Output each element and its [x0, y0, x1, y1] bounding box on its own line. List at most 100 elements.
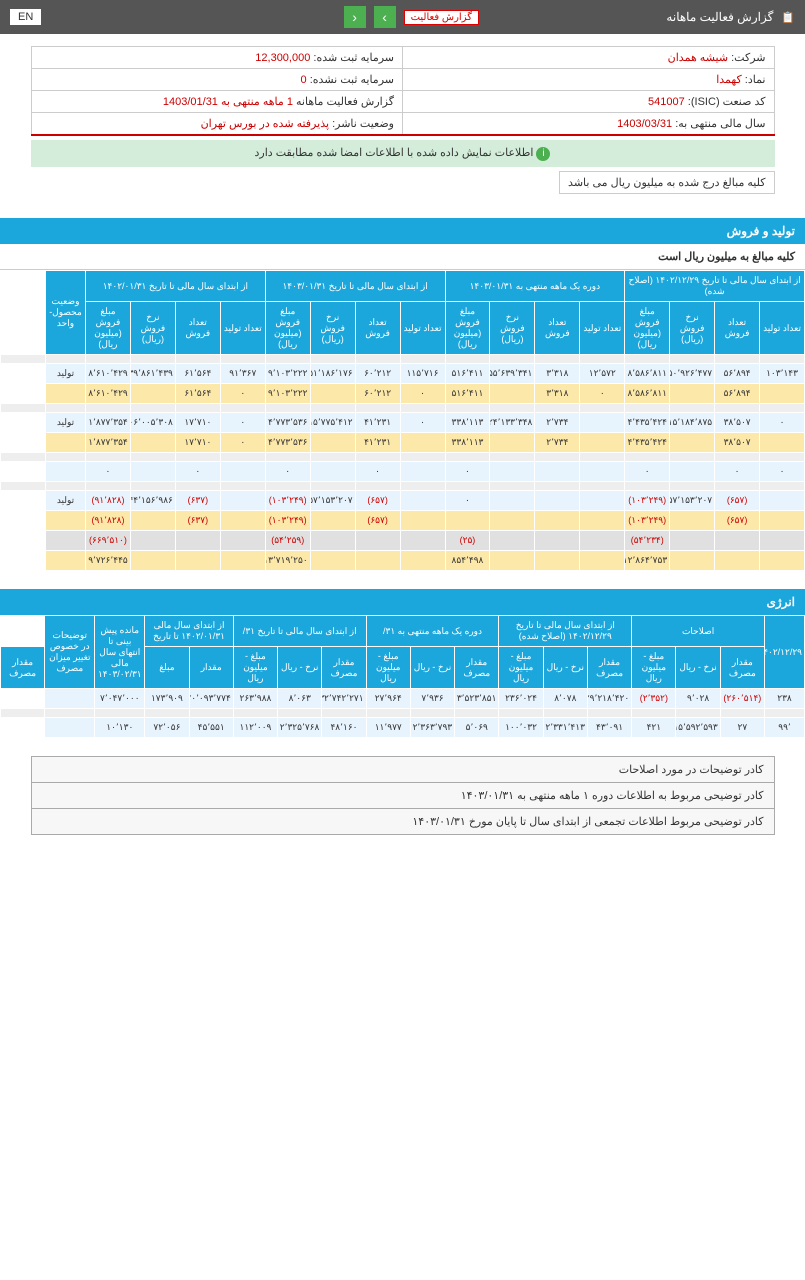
data-cell: (۱۰۳٬۲۴۹): [625, 511, 670, 531]
data-cell: [220, 355, 265, 364]
data-cell: [535, 551, 580, 571]
data-cell: [715, 531, 760, 551]
col-sub-header: مقدار مصرف: [322, 647, 366, 689]
col-sub-header: نرخ - ریال: [676, 647, 720, 689]
col-sub-header: تعداد فروش: [355, 302, 400, 355]
data-cell: [715, 482, 760, 491]
data-cell: ۱۱۵٬۷۱۶: [400, 364, 445, 384]
data-cell: ۱۵٬۵۹۲٬۵۹۳: [676, 718, 720, 738]
col-sub-header: مبلغ فروش (میلیون ریال): [265, 302, 310, 355]
data-cell: [715, 355, 760, 364]
data-cell: [445, 482, 490, 491]
data-cell: (۶۵۷): [355, 511, 400, 531]
col-sub-header: نرخ فروش (ریال): [670, 302, 715, 355]
data-cell: ۷٬۹۳۶: [410, 689, 454, 709]
data-cell: [175, 355, 220, 364]
data-cell: [670, 433, 715, 453]
data-cell: [715, 453, 760, 462]
data-cell: ۳٬۳۱۸: [535, 364, 580, 384]
data-cell: ۱۷۳٬۹۰۹: [145, 689, 189, 709]
clipboard-icon: 📋: [781, 11, 795, 24]
data-cell: ۱۱٬۹۷۷: [366, 718, 410, 738]
data-cell: [175, 453, 220, 462]
data-cell: [220, 531, 265, 551]
data-cell: [130, 551, 175, 571]
data-cell: ۱۲۴٬۱۳۳٬۳۴۸: [490, 413, 535, 433]
data-cell: ۵۶٬۸۹۴: [715, 364, 760, 384]
data-cell: [670, 384, 715, 404]
currency-note: کلیه مبالغ درج شده به میلیون ریال می باش…: [559, 171, 774, 194]
data-cell: ۹۹٬: [765, 718, 805, 738]
data-cell: [265, 355, 310, 364]
data-cell: ۳۳۸٬۱۱۳: [445, 413, 490, 433]
data-cell: [760, 511, 805, 531]
data-cell: ۴۱٬۲۳۱: [355, 433, 400, 453]
data-cell: [45, 709, 95, 718]
data-cell: [760, 453, 805, 462]
data-cell: [580, 433, 625, 453]
data-cell: ۸٬۵۸۶٬۸۱۱: [625, 384, 670, 404]
data-cell: [45, 718, 95, 738]
col-group-header: مانده پیش بینی تا انتهای سال مالی ۱۴۰۳/۰…: [95, 616, 145, 689]
data-cell: ۱۴۴٬۱۵۶٬۹۸۶: [130, 491, 175, 511]
data-cell: ۴۸٬۱۶۰: [322, 718, 366, 738]
data-cell: [543, 709, 587, 718]
data-cell: ۹۱٬۳۶۷: [220, 364, 265, 384]
data-cell: [45, 689, 95, 709]
data-cell: [355, 551, 400, 571]
data-cell: [625, 404, 670, 413]
energy-table: ۱۴۰۲/۱۲/۲۹اصلاحاتاز ابتدای سال مالی تا ت…: [0, 615, 805, 738]
col-group-header: از ابتدای سال مالی تا تاریخ ۱۴۰۳/۰۱/۳۱: [265, 271, 445, 302]
data-cell: ۶۰٬۲۱۲: [355, 384, 400, 404]
data-cell: ۱۲٬۸۶۴٬۷۵۳: [625, 551, 670, 571]
data-cell: [490, 453, 535, 462]
data-cell: (۶۶۹٬۵۱۰): [86, 531, 131, 551]
data-cell: ۲۳۶٬۰۲۴: [499, 689, 543, 709]
data-cell: [130, 511, 175, 531]
prev-button[interactable]: ‹: [344, 6, 366, 28]
data-cell: [535, 491, 580, 511]
col-group-header: از ابتدای سال مالی تا تاریخ ۱۴۰۲/۱۲/۲۹ (…: [499, 616, 632, 647]
data-cell: ۱٬۸۷۷٬۳۵۴: [86, 413, 131, 433]
col-sub-header: مقدار: [189, 647, 233, 689]
data-cell: [625, 355, 670, 364]
info-table: شرکت: شیشه همدان سرمایه ثبت شده: 12,300,…: [31, 46, 775, 136]
data-cell: [676, 709, 720, 718]
data-cell: [130, 384, 175, 404]
data-cell: ۱۱۵٬۷۷۵٬۴۱۲: [310, 413, 355, 433]
data-cell: [46, 404, 86, 413]
data-cell: [535, 355, 580, 364]
data-cell: ۹٬۱۰۳٬۲۲۲: [265, 384, 310, 404]
data-cell: [400, 433, 445, 453]
data-cell: [632, 709, 676, 718]
data-cell: [760, 384, 805, 404]
lang-switch[interactable]: EN: [10, 9, 41, 25]
data-cell: [715, 404, 760, 413]
data-cell: ۸۵۴٬۴۹۸: [445, 551, 490, 571]
page-title: گزارش فعالیت ماهانه: [487, 10, 773, 24]
data-cell: [400, 355, 445, 364]
col-sub-header: تعداد تولید: [220, 302, 265, 355]
data-cell: ۱۰٬۱۳۰: [95, 718, 145, 738]
data-cell: (۶۵۷): [715, 491, 760, 511]
data-cell: ۴۱٬۲۳۱: [355, 413, 400, 433]
data-cell: [220, 404, 265, 413]
data-cell: ۲۳۸: [765, 689, 805, 709]
data-cell: ۱۵۱٬۱۸۶٬۱۷۶: [310, 364, 355, 384]
data-cell: ۵٬۰۶۹: [455, 718, 499, 738]
data-cell: ۱۵۵٬۶۳۹٬۳۴۱: [490, 364, 535, 384]
data-cell: ۳٬۵۲۳٬۸۵۱: [455, 689, 499, 709]
data-cell: [86, 355, 131, 364]
data-cell: ۸٬۶۱۰٬۴۲۹: [86, 364, 131, 384]
data-cell: [310, 404, 355, 413]
col-sub-header: نرخ فروش (ریال): [310, 302, 355, 355]
production-section: تولید و فروش کلیه مبالغ به میلیون ریال ا…: [0, 218, 805, 571]
data-cell: [760, 551, 805, 571]
section-header: تولید و فروش: [0, 218, 805, 244]
data-cell: ۴٬۴۳۵٬۴۲۴: [625, 433, 670, 453]
data-cell: ۸٬۰۶۳: [278, 689, 322, 709]
data-cell: [189, 709, 233, 718]
data-cell: [455, 709, 499, 718]
data-cell: [310, 551, 355, 571]
next-button[interactable]: ›: [374, 6, 396, 28]
